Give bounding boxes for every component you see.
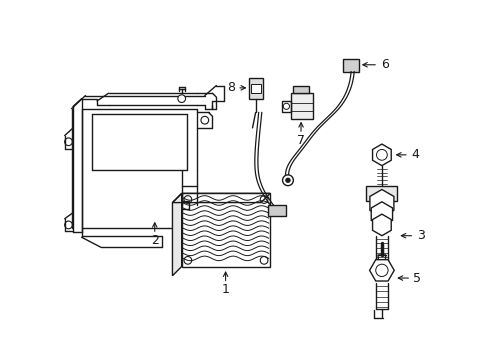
- Text: 6: 6: [380, 58, 388, 71]
- Text: 4: 4: [410, 148, 418, 161]
- Polygon shape: [249, 78, 262, 99]
- Circle shape: [282, 175, 293, 186]
- Polygon shape: [172, 193, 182, 276]
- Polygon shape: [267, 205, 285, 216]
- Polygon shape: [372, 214, 390, 236]
- Circle shape: [178, 95, 185, 103]
- Text: 8: 8: [226, 81, 235, 94]
- Text: 7: 7: [296, 134, 305, 147]
- Polygon shape: [290, 93, 312, 119]
- Polygon shape: [370, 202, 392, 226]
- Polygon shape: [293, 86, 308, 93]
- Circle shape: [285, 178, 290, 183]
- Polygon shape: [372, 144, 390, 166]
- Text: 5: 5: [412, 271, 421, 284]
- Text: 1: 1: [221, 283, 229, 296]
- Polygon shape: [369, 189, 393, 217]
- Polygon shape: [250, 84, 261, 93]
- Text: 2: 2: [150, 234, 159, 247]
- Text: 3: 3: [416, 229, 424, 242]
- Polygon shape: [369, 260, 393, 281]
- Polygon shape: [366, 186, 396, 201]
- Polygon shape: [343, 59, 358, 72]
